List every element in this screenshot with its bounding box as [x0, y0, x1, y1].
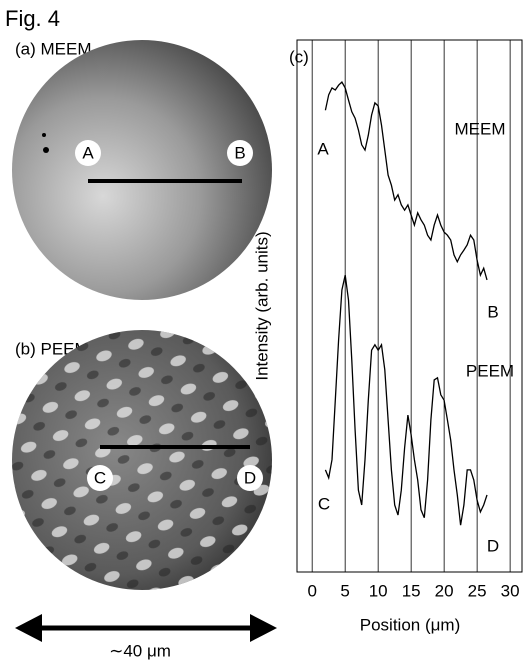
arrow-head	[250, 614, 277, 642]
annotation: PEEM	[466, 361, 514, 380]
marker-label: A	[82, 143, 94, 162]
panel-label: (c)	[289, 47, 309, 66]
annotation: A	[317, 139, 329, 158]
marker-label: B	[234, 143, 245, 162]
image-spot	[43, 147, 49, 153]
image-spot	[42, 133, 46, 137]
peem-texture	[12, 330, 272, 590]
scale-label: ∼40 μm	[109, 641, 171, 660]
x-tick-label: 30	[501, 581, 520, 600]
marker-circle	[87, 465, 113, 491]
x-tick-label: 25	[468, 581, 487, 600]
x-tick-label: 0	[307, 581, 316, 600]
marker-circle	[75, 140, 101, 166]
marker-label: D	[244, 468, 256, 487]
x-tick-label: 5	[340, 581, 349, 600]
x-tick-label: 20	[435, 581, 454, 600]
annotation: D	[487, 536, 499, 555]
marker-label: C	[94, 468, 106, 487]
plot-frame	[296, 39, 523, 573]
marker-circle	[237, 465, 263, 491]
annotation: B	[487, 302, 498, 321]
arrow-head	[15, 614, 42, 642]
y-axis-label: Intensity (arb. units)	[252, 231, 271, 380]
annotation: MEEM	[455, 119, 506, 138]
figure-title: Fig. 4	[5, 6, 60, 31]
annotation: C	[318, 494, 330, 513]
marker-circle	[227, 140, 253, 166]
intensity-line	[324, 80, 488, 281]
intensity-line	[324, 274, 488, 526]
panel-label: (a) MEEM	[15, 39, 92, 58]
x-tick-label: 10	[369, 581, 388, 600]
meem-image	[12, 40, 272, 300]
x-axis-label: Position (μm)	[360, 615, 460, 634]
x-tick-label: 15	[402, 581, 421, 600]
